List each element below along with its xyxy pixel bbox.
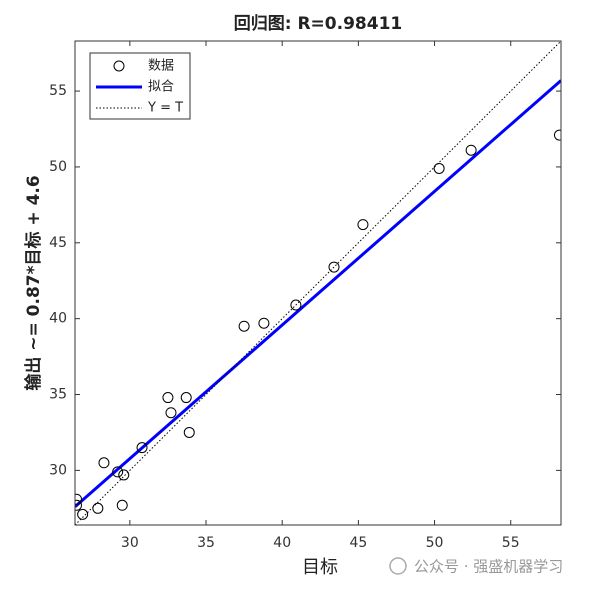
data-point xyxy=(165,407,177,419)
y-tick-label: 35 xyxy=(49,387,67,403)
watermark: 公众号 · 强盛机器学习 xyxy=(389,557,563,576)
legend-label: 拟合 xyxy=(148,80,174,95)
watermark-icon xyxy=(389,557,407,575)
data-point xyxy=(180,392,192,404)
x-tick-label: 55 xyxy=(502,535,520,551)
chart-title: 回归图: R=0.98411 xyxy=(234,13,402,34)
x-tick-label: 50 xyxy=(426,535,444,551)
data-point xyxy=(136,442,148,454)
data-point xyxy=(290,299,302,311)
data-point xyxy=(98,457,110,469)
y-tick-label: 30 xyxy=(49,462,67,478)
x-axis-label: 目标 xyxy=(302,557,338,578)
data-point xyxy=(77,508,89,520)
legend-label: 数据 xyxy=(148,59,174,74)
y-tick-label: 50 xyxy=(49,159,67,175)
data-point xyxy=(357,219,369,231)
data-point xyxy=(112,466,124,478)
data-point xyxy=(118,469,130,481)
legend-marker xyxy=(113,60,125,72)
y-tick-label: 40 xyxy=(49,311,67,327)
data-point xyxy=(75,493,83,505)
data-point xyxy=(162,392,174,404)
axes-box xyxy=(74,40,562,526)
data-point xyxy=(465,144,477,156)
x-tick-label: 35 xyxy=(197,535,215,551)
series-line xyxy=(75,41,561,525)
x-tick-label: 45 xyxy=(349,535,367,551)
y-tick-label: 55 xyxy=(49,83,67,99)
data-point xyxy=(116,499,128,511)
y-axis-label: 输出 ~= 0.87*目标 + 4.6 xyxy=(23,175,44,390)
x-tick-label: 30 xyxy=(121,535,139,551)
x-tick-label: 40 xyxy=(273,535,291,551)
data-point xyxy=(433,162,445,174)
data-point xyxy=(183,426,195,438)
data-point xyxy=(238,320,250,332)
y-tick-label: 45 xyxy=(49,235,67,251)
data-point xyxy=(92,502,104,514)
watermark-text: 公众号 · 强盛机器学习 xyxy=(414,558,563,576)
series-line xyxy=(75,79,561,508)
legend-label: Y = T xyxy=(147,101,183,116)
data-point xyxy=(258,317,270,329)
plot-marks xyxy=(75,41,561,525)
data-point xyxy=(553,129,561,141)
data-point xyxy=(75,499,83,511)
data-point xyxy=(328,261,340,273)
